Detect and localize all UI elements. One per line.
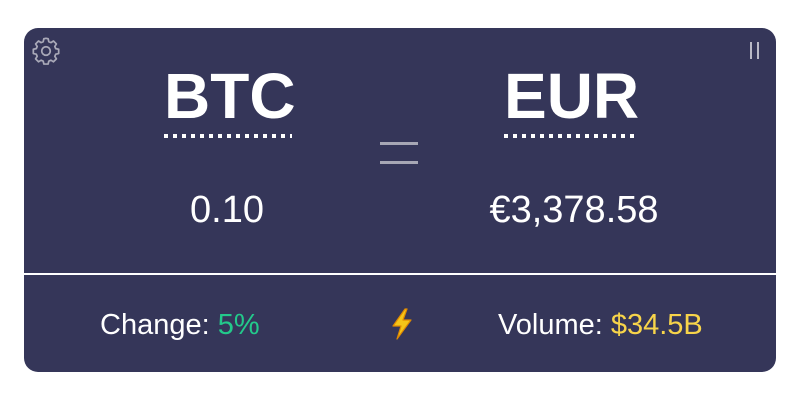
change-value: 5% [217, 309, 260, 341]
to-amount-value: €3,378.58 [489, 189, 659, 231]
to-currency-label: EUR [504, 60, 640, 132]
volume-value: $34.5B [610, 309, 703, 341]
pause-icon[interactable] [748, 42, 762, 60]
from-amount-value[interactable]: 0.10 [190, 189, 264, 231]
lightning-bolt-icon [388, 308, 416, 340]
from-currency-label: BTC [164, 60, 296, 132]
pause-bar-right [757, 42, 759, 59]
to-currency-dotted-underline [504, 134, 638, 138]
from-currency-dotted-underline [164, 134, 292, 138]
change-label: Change: [100, 309, 210, 341]
change-stat: Change: 5% [100, 308, 260, 342]
volume-label: Volume: [498, 309, 603, 341]
to-currency-selector[interactable]: EUR [504, 64, 639, 138]
gear-icon[interactable] [30, 35, 62, 67]
divider [24, 273, 776, 275]
equals-icon [380, 142, 420, 164]
converter-widget: BTC EUR 0.10 €3,378.58 Change: 5% Volume… [24, 28, 776, 372]
pause-bar-left [750, 42, 752, 59]
volume-stat: Volume: $34.5B [498, 308, 703, 342]
from-currency-selector[interactable]: BTC [164, 64, 296, 138]
